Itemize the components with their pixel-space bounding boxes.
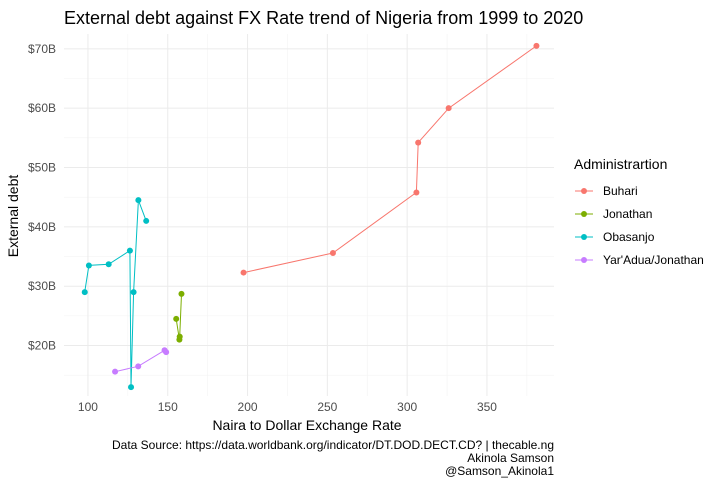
data-point-buhari [445, 105, 452, 112]
grid [64, 34, 554, 396]
legend: Administrartion Buhari Jonathan Obasanjo Ya… [574, 156, 704, 267]
data-point-buhari [329, 249, 336, 256]
legend-label: Obasanjo [603, 230, 655, 244]
y-tick-labels: $20B $30B $40B $50B $60B $70B [28, 42, 56, 353]
data-point-buhari [413, 189, 420, 196]
data-point-obasanjo [130, 289, 137, 296]
data-point-obasanjo [81, 289, 88, 296]
y-tick-label: $30B [28, 279, 56, 293]
legend-item-obasanjo: Obasanjo [575, 230, 655, 244]
legend-label: Jonathan [603, 207, 652, 221]
caption-source: Data Source: https://data.worldbank.org/… [112, 438, 554, 452]
legend-key-point [581, 188, 587, 194]
y-tick-label: $40B [28, 220, 56, 234]
x-tick-label: 300 [397, 400, 417, 414]
caption-handle: @Samson_Akinola1 [445, 464, 554, 478]
legend-item-buhari: Buhari [575, 184, 638, 198]
legend-item-jonathan: Jonathan [575, 207, 652, 221]
y-tick-label: $70B [28, 42, 56, 56]
x-tick-label: 100 [78, 400, 98, 414]
data-point-obasanjo [85, 262, 92, 269]
data-point-jonathan [176, 333, 183, 340]
data-point-yar-adua-jonathan [112, 368, 119, 375]
data-point-obasanjo [126, 247, 133, 254]
x-tick-label: 200 [238, 400, 258, 414]
legend-key-point [581, 211, 587, 217]
series-buhari [240, 42, 540, 276]
series-line-obasanjo [84, 200, 147, 388]
data-point-jonathan [178, 290, 185, 297]
data-point-obasanjo [128, 384, 135, 391]
x-tick-labels: 100 150 200 250 300 350 [78, 400, 497, 414]
data-point-obasanjo [105, 261, 112, 268]
y-tick-label: $20B [28, 339, 56, 353]
legend-item-yar-adua-jonathan: Yar'Adua/Jonathan [575, 253, 704, 267]
series-yar-adua-jonathan [112, 347, 170, 375]
x-axis-title: Naira to Dollar Exchange Rate [212, 417, 401, 433]
chart-title: External debt against FX Rate trend of N… [64, 8, 583, 28]
legend-title: Administrartion [574, 156, 667, 172]
x-tick-label: 250 [317, 400, 337, 414]
caption-author: Akinola Samson [467, 451, 554, 465]
data-point-buhari [415, 139, 422, 146]
data-point-buhari [533, 42, 540, 49]
data-point-buhari [240, 269, 247, 276]
x-tick-label: 350 [477, 400, 497, 414]
series-obasanjo [81, 197, 150, 391]
data-point-yar-adua-jonathan [135, 363, 142, 370]
data-point-obasanjo [143, 217, 150, 224]
legend-key-point [581, 257, 587, 263]
series-layer [81, 42, 540, 391]
y-tick-label: $60B [28, 101, 56, 115]
series-line-yar-adua-jonathan [114, 349, 167, 373]
series-jonathan [173, 290, 185, 343]
data-point-obasanjo [135, 197, 142, 204]
y-axis-title: External debt [5, 175, 21, 258]
legend-label: Yar'Adua/Jonathan [603, 253, 704, 267]
series-line-buhari [243, 45, 537, 274]
y-tick-label: $50B [28, 161, 56, 175]
legend-label: Buhari [603, 184, 638, 198]
legend-key-point [581, 234, 587, 240]
data-point-jonathan [173, 315, 180, 322]
x-tick-label: 150 [158, 400, 178, 414]
data-point-yar-adua-jonathan [163, 349, 170, 356]
